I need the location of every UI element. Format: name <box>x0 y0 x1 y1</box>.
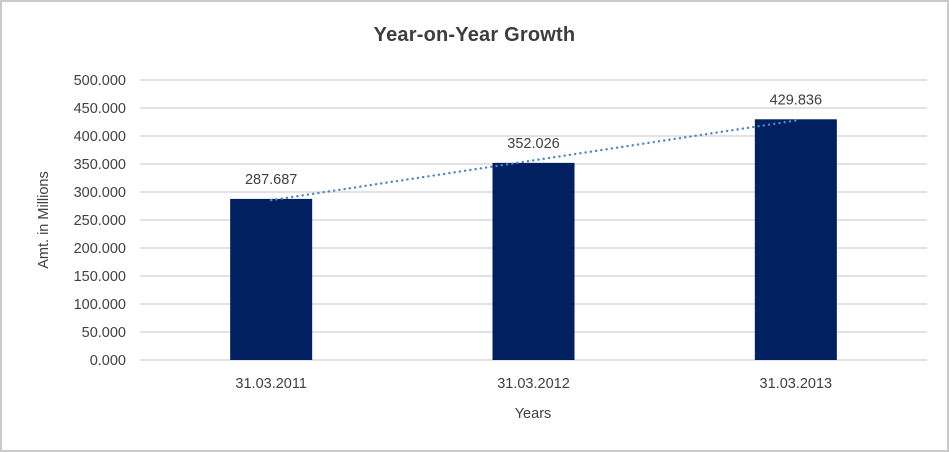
bar <box>754 119 837 360</box>
y-tick-label: 150.000 <box>74 269 126 285</box>
x-axis-title: Years <box>514 406 552 422</box>
bar <box>230 198 313 360</box>
y-tick-label: 400.000 <box>74 129 126 145</box>
x-tick-label: 31.03.2012 <box>497 376 570 392</box>
y-tick-label: 100.000 <box>74 297 126 313</box>
y-tick-label: 350.000 <box>74 157 126 173</box>
y-tick-label: 50.000 <box>82 325 126 341</box>
y-tick-label: 200.000 <box>74 241 126 257</box>
bar-data-label: 352.026 <box>507 136 559 152</box>
y-tick-label: 300.000 <box>74 185 126 201</box>
chart-title: Year-on-Year Growth <box>373 24 576 46</box>
x-tick-label: 31.03.2013 <box>760 376 833 392</box>
bar-data-label: 287.687 <box>245 172 297 188</box>
bar <box>492 162 575 360</box>
y-tick-label: 500.000 <box>74 73 126 89</box>
y-tick-label: 0.000 <box>90 353 126 369</box>
x-tick-label: 31.03.2011 <box>235 376 307 392</box>
y-tick-label: 450.000 <box>74 101 126 117</box>
y-tick-label: 250.000 <box>74 213 126 229</box>
trendline <box>269 119 798 202</box>
bar-data-label: 429.836 <box>770 92 822 108</box>
